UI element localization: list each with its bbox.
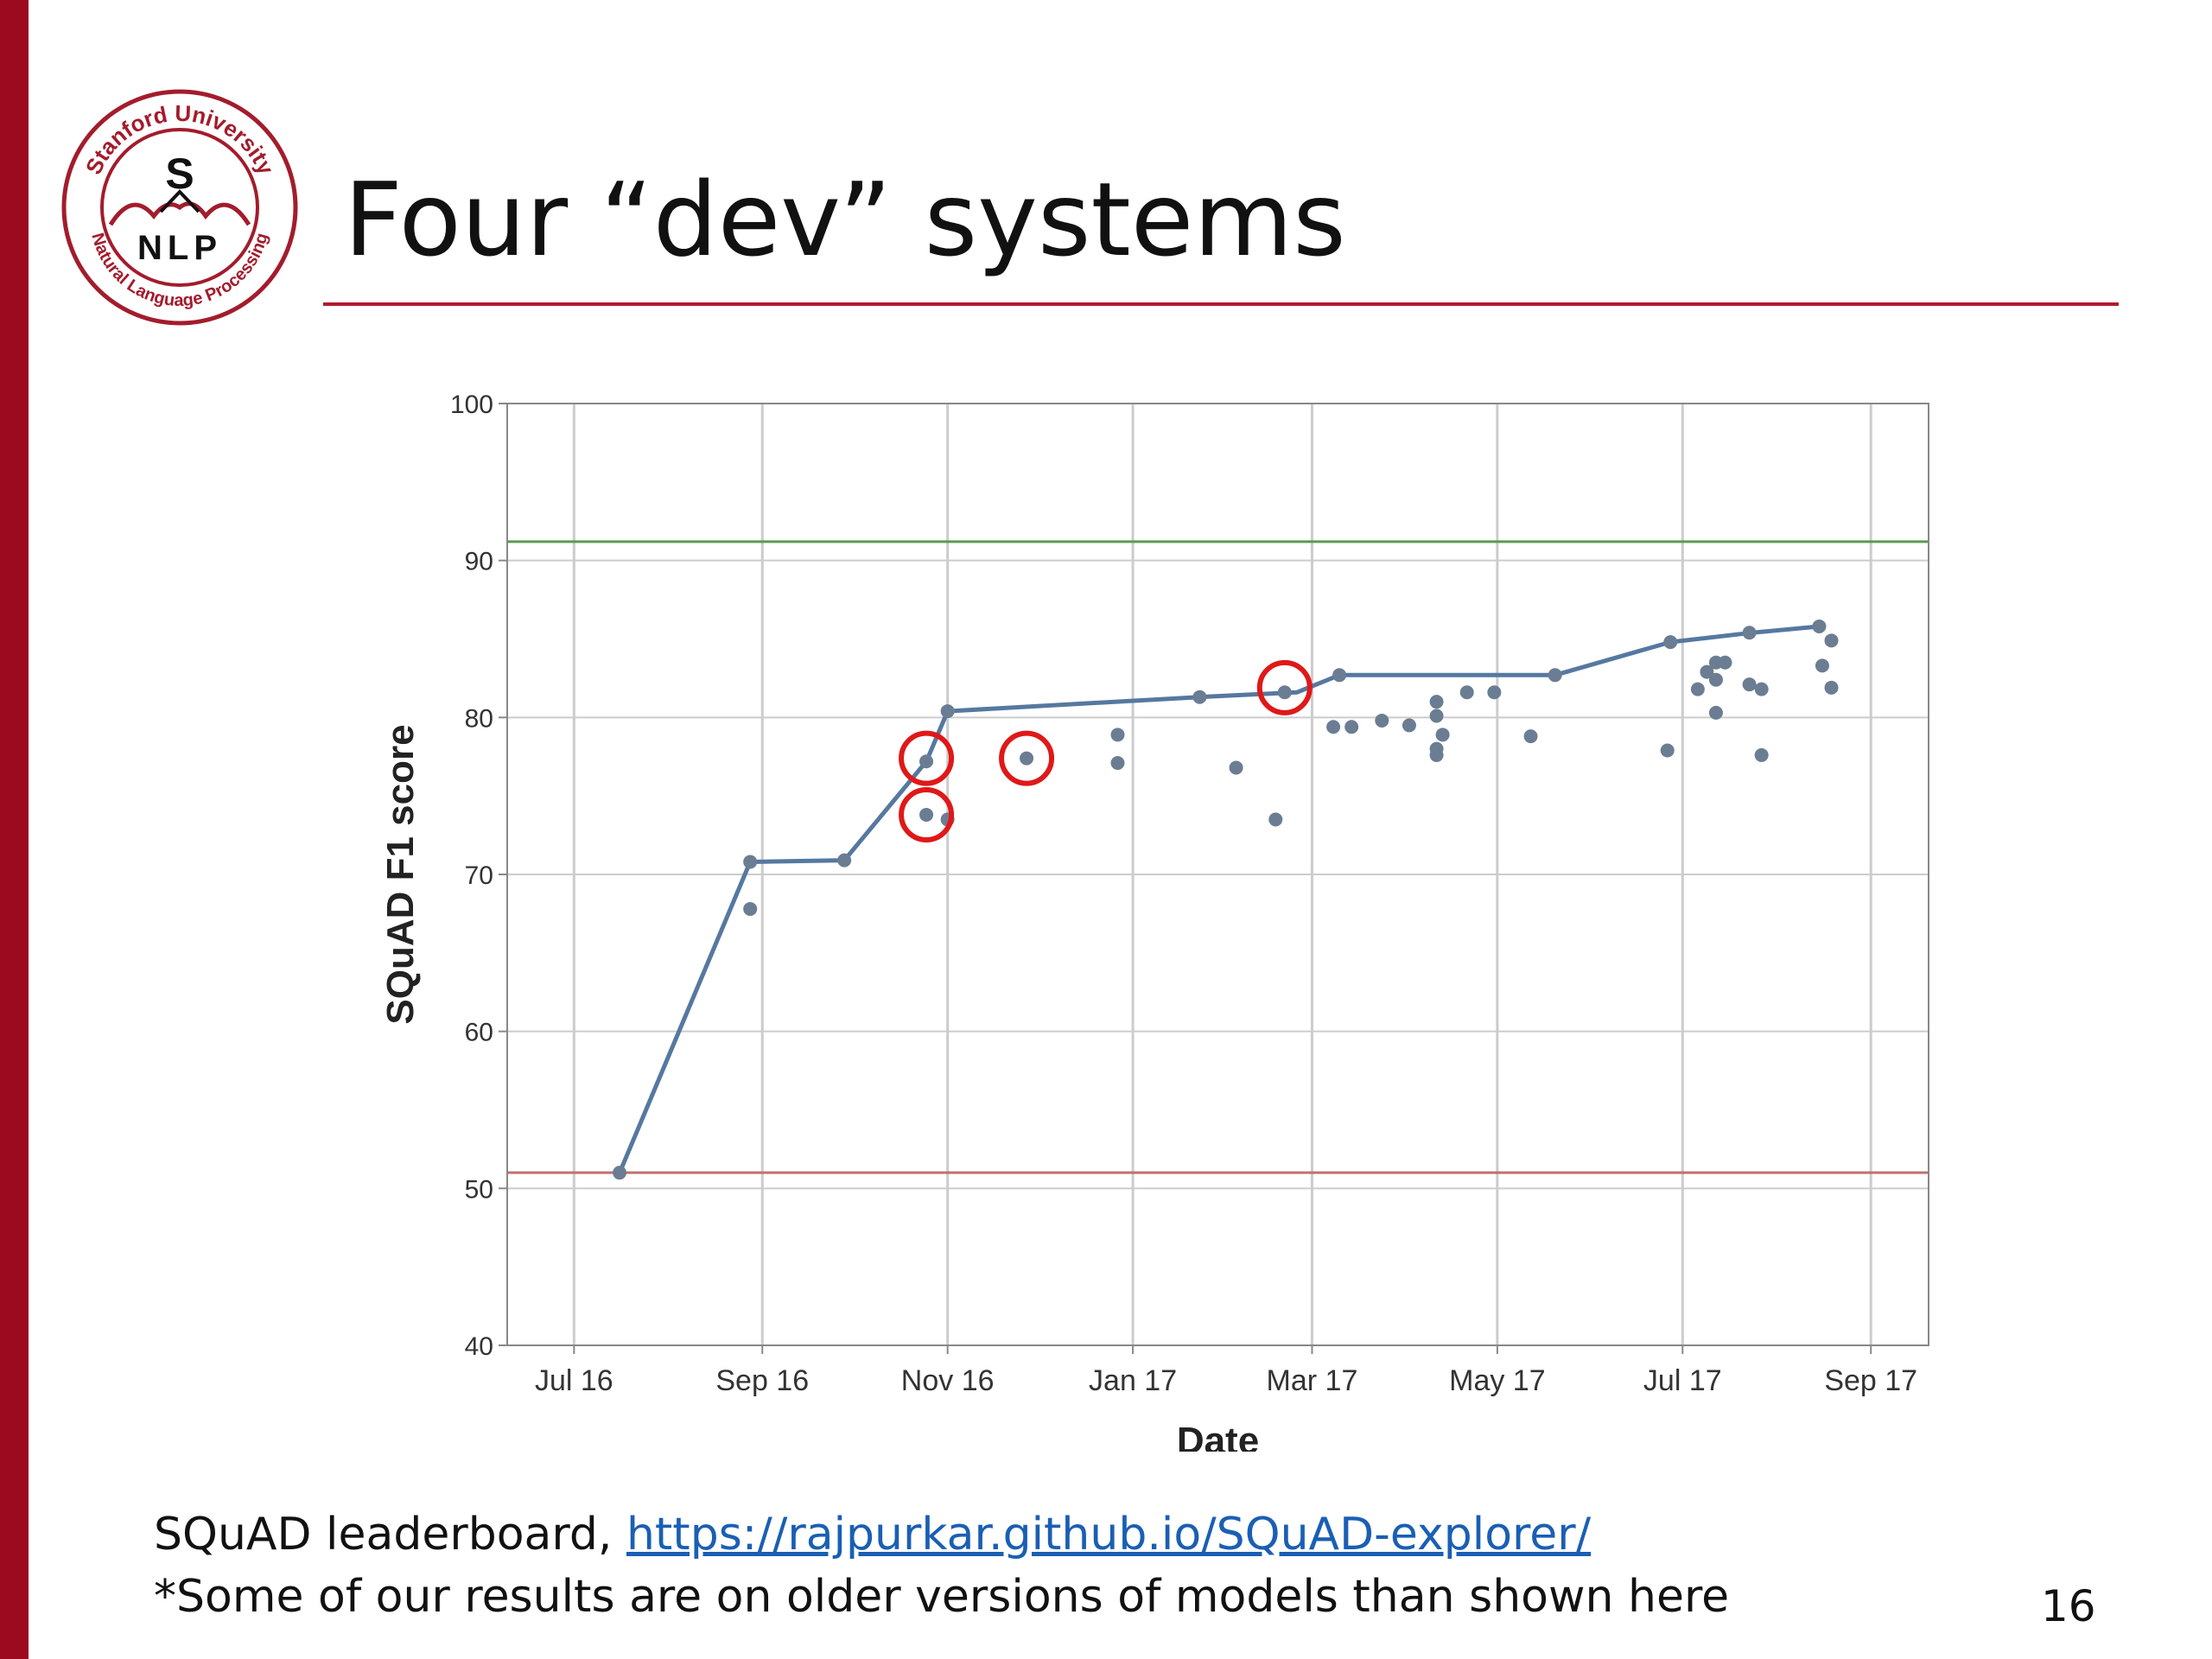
data-point	[1824, 680, 1839, 695]
logo-nlp-text: NLP	[137, 229, 222, 267]
data-point	[1429, 709, 1444, 723]
data-point	[1718, 655, 1732, 670]
x-tick-label: Jul 17	[1643, 1364, 1722, 1397]
data-point	[1326, 720, 1341, 734]
x-axis-label: Date	[1177, 1420, 1259, 1452]
x-tick-label: Jul 16	[535, 1364, 613, 1397]
data-point	[837, 853, 852, 868]
data-point	[1332, 668, 1347, 683]
data-point	[1268, 812, 1283, 827]
title-divider	[323, 302, 2119, 306]
frontier-line	[617, 624, 1820, 1174]
page-number: 16	[2041, 1581, 2096, 1631]
x-tick-label: Nov 16	[901, 1364, 995, 1397]
data-point	[1020, 751, 1034, 766]
frontier-line-layer	[617, 624, 1820, 1174]
points-layer	[613, 619, 1839, 1180]
x-tick-label: May 17	[1449, 1364, 1546, 1397]
data-point	[613, 1166, 627, 1180]
footer-source-label: SQuAD leaderboard,	[154, 1509, 626, 1560]
data-point	[919, 807, 934, 822]
data-point	[1754, 682, 1769, 696]
y-axis-label: SQuAD F1 score	[379, 724, 422, 1024]
footer-note: *Some of our results are on older versio…	[154, 1571, 1730, 1623]
stanford-nlp-logo: Stanford University Natural Language Pro…	[61, 89, 298, 326]
slide-accent-bar	[0, 0, 29, 1659]
x-tick-label: Jan 17	[1089, 1364, 1177, 1397]
highlight-circle	[1256, 659, 1313, 715]
data-point	[1402, 718, 1416, 733]
data-point	[1815, 658, 1829, 673]
data-point	[1375, 713, 1389, 728]
x-tick-label: Sep 17	[1824, 1364, 1917, 1397]
data-point	[1708, 672, 1723, 687]
highlight-circle	[899, 786, 955, 842]
y-tick-label: 100	[450, 391, 493, 419]
data-point	[1742, 626, 1757, 640]
data-point	[1110, 756, 1125, 771]
data-point	[919, 754, 934, 769]
squad-f1-chart: 40 50 60 70 80 90 100 Jul 16 Sep 16 Nov 16 Jan 17 M…	[379, 391, 1929, 1452]
data-point	[1690, 682, 1705, 696]
data-point	[1548, 668, 1562, 683]
highlight-circle	[999, 730, 1055, 786]
data-point	[1754, 747, 1769, 762]
data-point	[1277, 685, 1292, 700]
plot-frame	[506, 403, 1929, 1346]
data-point	[940, 704, 955, 719]
highlight-layer	[899, 659, 1313, 842]
footer-line-1: SQuAD leaderboard, https://rajpurkar.git…	[154, 1503, 1729, 1566]
data-point	[1192, 690, 1207, 704]
data-point	[1660, 743, 1675, 758]
data-point	[1742, 677, 1757, 692]
data-point	[1523, 729, 1538, 744]
data-point	[1708, 705, 1723, 720]
data-point	[1110, 728, 1125, 742]
data-point	[1487, 685, 1502, 700]
highlight-circle	[899, 730, 955, 786]
axes-layer: 40 50 60 70 80 90 100 Jul 16 Sep 16 Nov 16 Jan 17 M…	[450, 391, 1929, 1397]
data-point	[1344, 720, 1359, 734]
data-point	[1663, 635, 1678, 650]
data-point	[1824, 633, 1839, 648]
data-point	[1435, 728, 1450, 742]
data-point	[743, 901, 758, 916]
reference-lines-layer	[507, 540, 1929, 1174]
y-tick-label: 90	[465, 548, 493, 576]
data-point	[1812, 619, 1827, 633]
x-tick-label: Sep 16	[715, 1364, 809, 1397]
y-tick-label: 70	[465, 861, 493, 890]
slide-title: Four “dev” systems	[344, 160, 1346, 279]
leaderboard-link[interactable]: https://rajpurkar.github.io/SQuAD-explor…	[626, 1509, 1592, 1560]
x-tick-label: Mar 17	[1267, 1364, 1358, 1397]
y-tick-label: 40	[465, 1332, 493, 1361]
y-tick-label: 60	[465, 1019, 493, 1047]
slide-footer: SQuAD leaderboard, https://rajpurkar.git…	[154, 1503, 1729, 1628]
y-tick-label: 50	[465, 1175, 493, 1204]
data-point	[1229, 760, 1243, 775]
data-point	[1429, 695, 1444, 709]
data-point	[1429, 747, 1444, 762]
data-point	[1459, 685, 1474, 700]
data-point	[1700, 664, 1714, 679]
data-point	[743, 855, 758, 869]
grid-layer	[507, 403, 1929, 1346]
y-tick-label: 80	[465, 704, 493, 733]
